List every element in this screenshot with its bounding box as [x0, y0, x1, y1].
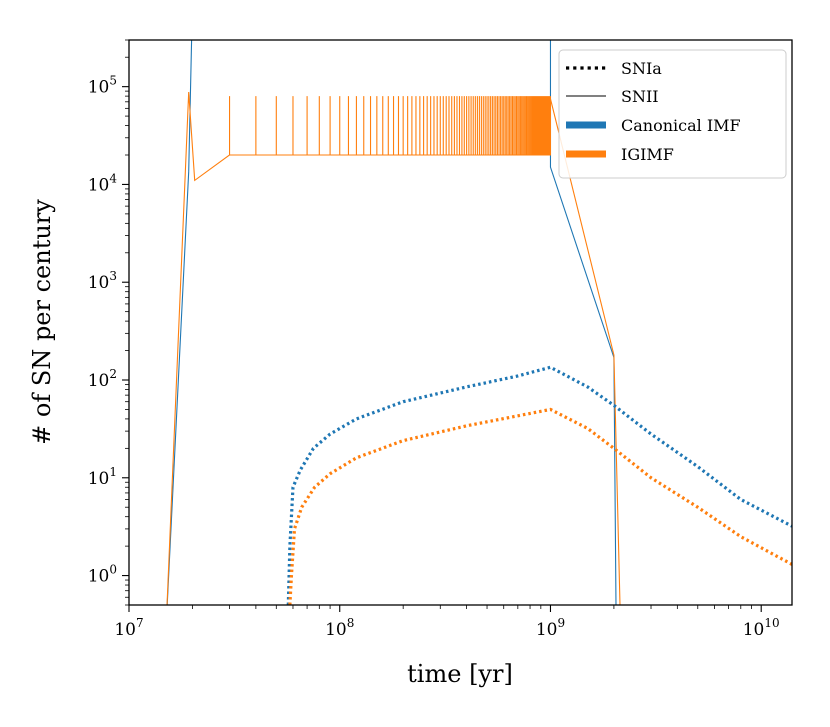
y-tick-base: 10: [88, 371, 110, 391]
series-line-snia-canonical: [286, 365, 792, 605]
y-tick-exponent: 3: [109, 269, 117, 283]
y-tick-exponent: 2: [109, 367, 117, 381]
y-tick-exponent: 4: [109, 171, 117, 185]
x-tick-exponent: 7: [136, 616, 144, 630]
x-tick-base: 10: [325, 620, 347, 640]
y-tick-base: 10: [88, 567, 110, 587]
y-tick-exponent: 5: [109, 74, 117, 88]
y-tick-exponent: 1: [109, 465, 117, 479]
y-tick-base: 10: [88, 469, 110, 489]
legend-label-igimf: IGIMF: [621, 145, 674, 164]
series-layer: [166, 40, 792, 605]
y-tick-exponent: 0: [109, 563, 117, 577]
x-tick-base: 10: [114, 620, 136, 640]
y-tick-base: 10: [88, 273, 110, 293]
legend-box: [558, 49, 787, 179]
y-tick-label: 102: [88, 367, 117, 391]
plot-frame: [128, 39, 793, 606]
legend-label-snii: SNII: [621, 87, 659, 106]
plot-area: [128, 39, 793, 606]
x-tick-base: 10: [536, 620, 558, 640]
x-axis-label: time [yr]: [407, 660, 513, 688]
y-tick-label: 105: [88, 74, 117, 98]
legend-label-canonical: Canonical IMF: [621, 116, 741, 135]
x-tick-exponent: 10: [764, 616, 779, 630]
x-tick-exponent: 8: [347, 616, 355, 630]
y-tick-label: 104: [88, 171, 118, 195]
y-tick-label: 101: [88, 465, 117, 489]
y-tick-label: 103: [88, 269, 117, 293]
series-line-snii-canonical: [166, 40, 617, 605]
x-axis: 107 108 109 1010: [114, 605, 780, 640]
y-tick-base: 10: [88, 175, 110, 195]
legend-label-snia: SNIa: [621, 59, 662, 78]
x-tick-label: 107: [114, 616, 143, 640]
y-axis-label: # of SN per century: [28, 199, 56, 445]
legend: SNIa SNII Canonical IMF IGIMF: [558, 49, 787, 179]
y-tick-base: 10: [88, 78, 110, 98]
x-tick-label: 108: [325, 616, 354, 640]
x-tick-exponent: 9: [557, 616, 565, 630]
x-tick-label: 1010: [743, 616, 780, 640]
y-tick-label: 100: [88, 563, 117, 587]
x-tick-label: 109: [536, 616, 565, 640]
series-line-snia-igimf: [288, 407, 792, 605]
series-line-snii-igimf: [166, 92, 621, 605]
x-tick-base: 10: [743, 620, 765, 640]
